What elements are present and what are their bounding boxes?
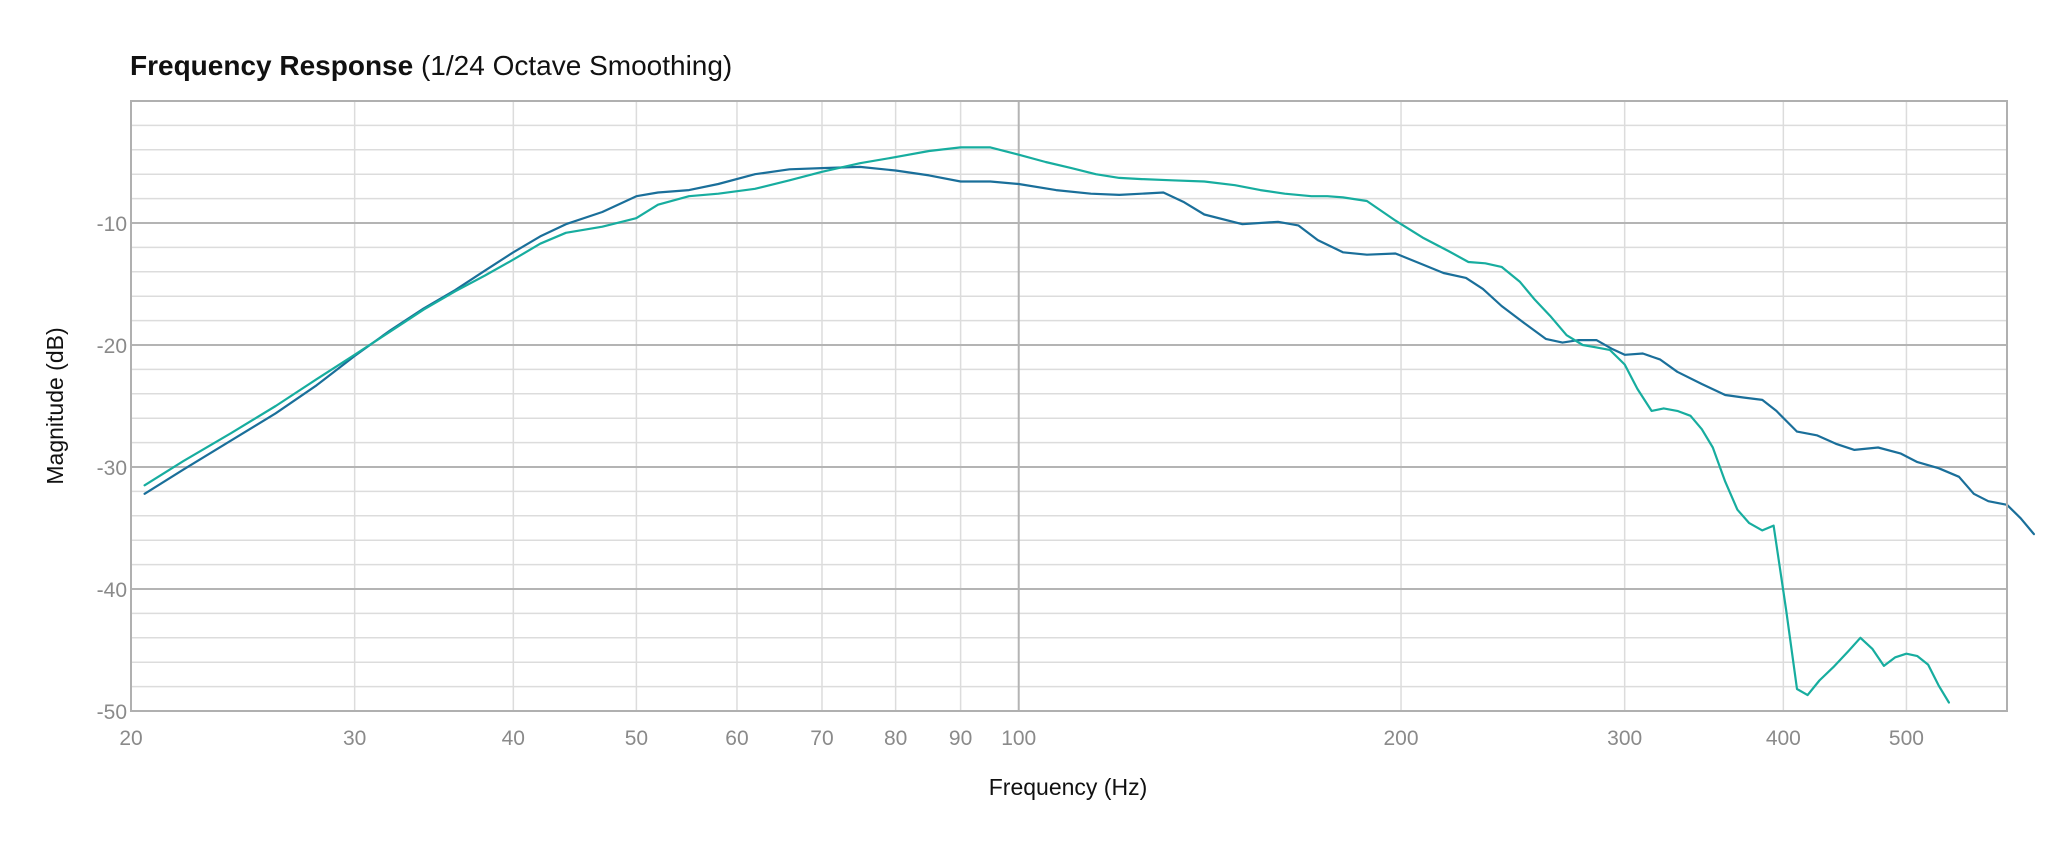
x-tick-label: 100 xyxy=(1001,727,1036,750)
x-axis-label: Frequency (Hz) xyxy=(989,774,1147,800)
y-tick-label: -50 xyxy=(97,701,127,724)
x-tick-label: 30 xyxy=(343,727,366,750)
y-axis-label: Magnitude (dB) xyxy=(42,327,68,484)
x-tick-label: 200 xyxy=(1384,727,1419,750)
x-tick-label: 60 xyxy=(725,727,748,750)
x-tick-label: 70 xyxy=(810,727,833,750)
x-tick-label: 500 xyxy=(1889,727,1924,750)
x-tick-label: 300 xyxy=(1607,727,1642,750)
x-tick-label: 20 xyxy=(119,727,142,750)
series-line-1 xyxy=(143,165,2036,536)
x-tick-label: 400 xyxy=(1766,727,1801,750)
x-tick-label: 80 xyxy=(884,727,907,750)
chart-subtitle: (1/24 Octave Smoothing) xyxy=(420,50,733,81)
plot-frame xyxy=(130,100,2008,712)
y-tick-label: -10 xyxy=(97,213,127,236)
x-tick-label: 90 xyxy=(949,727,972,750)
y-tick-label: -40 xyxy=(97,579,127,602)
series-layer xyxy=(143,146,2036,704)
x-tick-label: 40 xyxy=(502,727,525,750)
x-tick-label: 50 xyxy=(625,727,648,750)
x-tick-labels: 20 30 40 50 60 70 80 90 100 200 300 400 500 xyxy=(119,727,1924,750)
minor-grid xyxy=(131,101,2007,711)
chart-title: Frequency Response (1/24 Octave Smoothin… xyxy=(130,50,732,82)
chart-title-main: Frequency Response xyxy=(130,50,414,81)
series-line-2 xyxy=(143,146,1951,704)
major-grid xyxy=(131,101,2007,711)
y-tick-labels: -10 -20 -30 -40 -50 xyxy=(97,213,127,724)
y-tick-label: -30 xyxy=(97,457,127,480)
y-tick-label: -20 xyxy=(97,335,127,358)
